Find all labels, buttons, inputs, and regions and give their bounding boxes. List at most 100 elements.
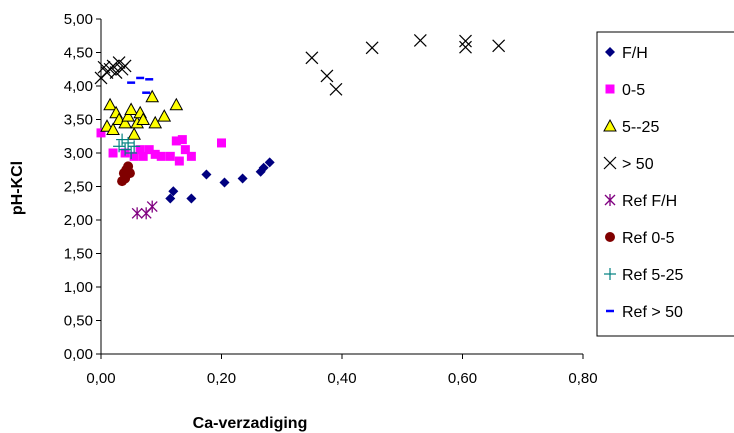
y-tick-label: 2,00 [64,212,93,229]
legend-entry: Ref > 50 [606,304,683,321]
series-7 [127,76,154,94]
legend-marker [605,47,615,57]
legend-marker [603,118,617,132]
data-point [96,128,106,138]
data-point [106,59,120,73]
legend-label: 0-5 [622,82,645,99]
data-point [125,147,138,159]
legend: F/H 0-5 5--25 > 50 Ref F/H Ref 0-5 Ref 5-25 Ref… [596,31,734,337]
data-point [264,157,275,168]
legend-label: F/H [622,45,648,62]
x-tick-label: 0,60 [448,370,477,387]
data-point [329,82,343,96]
data-point [124,102,138,115]
data-point [129,151,139,161]
legend-marker [604,194,616,206]
data-point [165,193,176,204]
data-points [94,34,506,220]
data-point [118,115,132,129]
data-point [108,148,118,158]
data-point [124,168,135,179]
x-tick-label: 0,80 [568,370,597,387]
legend-label: Ref F/H [622,193,677,210]
data-point [109,66,123,80]
y-tick-label: 3,50 [64,112,93,129]
legend-box [596,31,734,337]
data-point [174,156,184,166]
legend-entry: Ref 5-25 [604,267,683,284]
data-point [169,97,184,111]
data-point [119,143,132,156]
data-point [165,151,175,161]
data-point [112,56,126,69]
legend-entry: F/H [605,45,648,62]
y-tick-label: 2,50 [64,179,93,196]
data-point [138,151,148,161]
data-point [127,127,141,140]
legend-label: Ref > 50 [622,304,683,321]
data-point [113,140,126,153]
y-tick-label: 1,00 [64,279,93,296]
series-2 [100,89,184,140]
y-tick-label: 0,00 [64,346,93,363]
y-tick-label: 4,50 [64,45,93,62]
data-point [320,69,334,83]
data-point [128,140,141,153]
series-4 [131,200,158,220]
data-point [122,136,135,149]
data-point [118,59,132,73]
data-point [116,133,129,146]
x-tick-label: 0,20 [207,370,236,387]
series-1 [96,128,226,166]
y-tick-label: 4,00 [64,78,93,95]
legend-marker [605,84,615,94]
data-point [186,193,197,204]
data-point [148,115,163,129]
data-point [459,34,472,48]
data-point [459,40,472,54]
legend-entry: 5--25 [603,118,659,136]
series-5 [117,161,135,187]
series-3 [94,34,506,96]
data-point [177,135,187,145]
data-point [171,136,181,146]
data-point [237,173,248,184]
legend-marker [604,268,616,280]
data-point [121,109,135,122]
legend-label: Ref 0-5 [622,230,675,247]
y-tick-label: 5,00 [64,11,93,28]
legend-entry: > 50 [603,156,654,173]
series-0 [165,157,275,204]
data-point [106,122,120,136]
y-tick-label: 3,00 [64,145,93,162]
data-point [144,145,154,155]
x-axis-title: Ca-verzadiging [193,415,308,432]
data-point [168,186,179,197]
legend-entry: 0-5 [605,82,645,99]
data-point [156,151,166,161]
data-point [150,149,160,159]
x-tick-label: 0,40 [327,370,356,387]
data-point [180,145,190,155]
data-point [157,109,172,122]
legend-entry: Ref F/H [604,193,677,210]
y-axis-title: pH-KCl [9,161,26,215]
y-tick-label: 1,50 [64,246,93,263]
legend-marker [605,232,615,242]
data-point [131,207,143,220]
data-point [145,89,160,103]
series-6 [113,133,141,159]
data-point [365,41,379,55]
data-point [217,138,226,148]
legend-label: Ref 5-25 [622,267,683,284]
legend-label: 5--25 [622,119,659,136]
legend-entry: Ref 0-5 [605,230,675,247]
data-point [135,145,145,155]
legend-marker [603,156,617,170]
y-axis-ticks: 0,00 0,50 1,00 1,50 2,00 2,50 3,00 3,50 4,00 4,50… [64,11,101,363]
data-point [146,200,158,213]
data-point [492,39,506,53]
x-tick-label: 0,00 [86,370,115,387]
data-point [258,162,269,173]
